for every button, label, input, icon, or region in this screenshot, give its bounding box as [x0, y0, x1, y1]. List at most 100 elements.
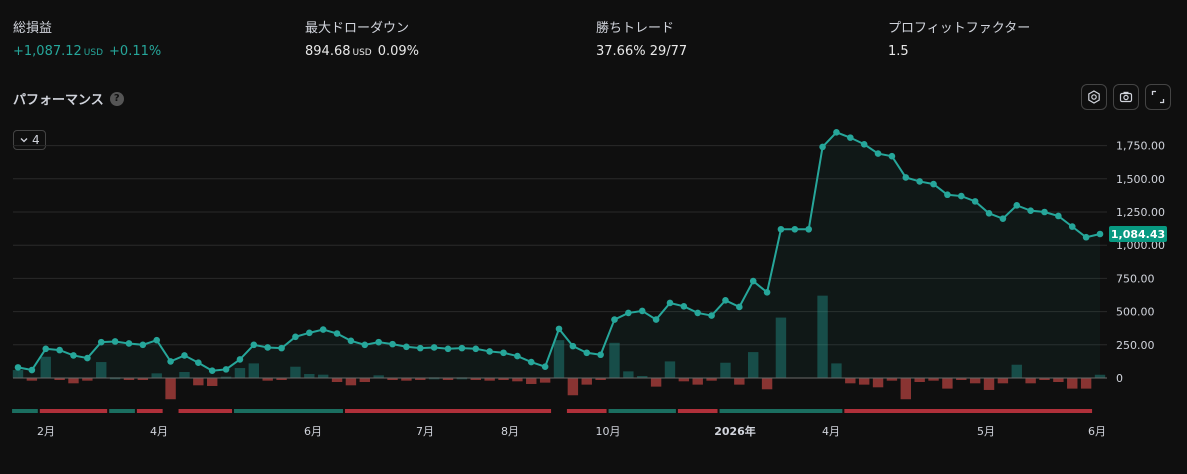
pnl-bar: [387, 378, 398, 380]
equity-point: [763, 289, 771, 296]
pnl-bar: [956, 378, 967, 380]
equity-point: [1055, 212, 1062, 220]
equity-point: [97, 338, 105, 346]
x-tick-label: 6月: [304, 425, 322, 438]
stat-value: 37.66%: [596, 44, 646, 59]
equity-point: [28, 366, 36, 374]
x-tick-label: 10月: [596, 425, 621, 438]
equity-point: [805, 225, 812, 233]
stat-value: 894.68: [305, 44, 351, 59]
pnl-bar: [706, 378, 717, 381]
stat-label: 最大ドローダウン: [305, 21, 410, 36]
equity-point: [888, 152, 896, 160]
pnl-bar: [1053, 378, 1064, 382]
equity-point: [500, 349, 507, 357]
pnl-bar: [900, 378, 911, 400]
equity-point: [167, 358, 174, 365]
stat-profit-factor: プロフィットファクター 1.5: [888, 20, 1030, 61]
pnl-bar: [831, 363, 842, 378]
equity-point: [527, 358, 535, 366]
equity-point: [916, 178, 923, 185]
fullscreen-button[interactable]: [1145, 84, 1171, 110]
equity-point: [874, 150, 882, 157]
equity-point: [722, 297, 729, 304]
x-tick-label: 7月: [416, 425, 434, 438]
equity-point: [416, 344, 424, 352]
equity-point: [860, 140, 868, 148]
pnl-bar: [637, 376, 648, 379]
streak-segment: [677, 409, 718, 413]
pnl-bar: [553, 340, 565, 378]
equity-point: [777, 225, 785, 233]
equity-point: [222, 366, 230, 373]
pnl-bar: [526, 378, 537, 384]
streak-segment: [719, 409, 843, 413]
pnl-bar: [331, 378, 343, 382]
stat-unit: USD: [83, 48, 104, 58]
equity-point: [957, 192, 965, 200]
pnl-bar: [290, 366, 301, 378]
screenshot-button[interactable]: [1113, 84, 1139, 110]
stat-label: 勝ちトレード: [596, 21, 675, 36]
equity-point: [430, 344, 438, 351]
performance-title: パフォーマンス: [13, 93, 104, 108]
equity-point: [611, 316, 618, 323]
equity-point: [985, 210, 993, 217]
equity-point: [292, 333, 299, 341]
equity-point: [361, 341, 369, 349]
pnl-bar: [359, 378, 370, 382]
y-tick-label: 750.00: [1116, 272, 1155, 285]
equity-point: [791, 225, 799, 233]
equity-point: [1013, 202, 1021, 209]
equity-point: [583, 349, 591, 357]
pnl-bar: [96, 362, 107, 378]
pnl-bar: [54, 378, 65, 380]
streak-segment: [12, 409, 38, 413]
fullscreen-icon: [1151, 90, 1165, 104]
equity-point: [638, 307, 646, 315]
pnl-bar: [262, 378, 273, 381]
equity-point: [347, 337, 355, 345]
equity-point: [625, 309, 632, 317]
x-tick-label: 5月: [977, 425, 995, 438]
streak-segment: [844, 409, 1093, 413]
stat-total-pnl: 総損益 +1,087.12 USD +0.11%: [13, 20, 161, 62]
x-tick-label: 2月: [37, 425, 55, 438]
pnl-bar: [1011, 364, 1022, 378]
equity-point: [597, 351, 604, 359]
equity-point: [250, 341, 258, 349]
pnl-bar: [650, 378, 662, 387]
collapse-toggle[interactable]: 4: [13, 130, 46, 150]
pnl-bar: [567, 378, 579, 396]
last-value-badge: [1109, 225, 1167, 242]
equity-point: [208, 367, 216, 374]
pnl-bar: [1080, 378, 1092, 389]
help-icon[interactable]: ?: [109, 91, 124, 106]
equity-point: [195, 359, 202, 367]
equity-point: [930, 180, 937, 188]
pnl-bar: [858, 378, 870, 385]
pnl-bar: [623, 371, 634, 378]
pnl-bar: [401, 378, 412, 381]
equity-point: [819, 143, 826, 151]
equity-point: [1027, 207, 1034, 214]
pnl-bar: [484, 378, 495, 381]
pnl-bar: [82, 378, 93, 381]
pnl-bar: [942, 378, 953, 389]
y-tick-label: 250.00: [1116, 339, 1155, 352]
pnl-bar: [969, 378, 981, 384]
pnl-bar: [817, 295, 828, 378]
settings-button[interactable]: [1081, 84, 1107, 110]
pnl-bar: [734, 378, 745, 385]
equity-point: [514, 352, 521, 360]
x-tick-label: 6月: [1088, 425, 1106, 438]
pnl-bar: [886, 378, 898, 381]
pnl-bar: [317, 374, 329, 378]
equity-point: [42, 345, 50, 353]
x-tick-label: 4月: [822, 425, 840, 438]
equity-point: [70, 352, 77, 359]
pnl-bar: [581, 378, 592, 385]
equity-point: [181, 352, 188, 359]
equity-point: [458, 344, 466, 352]
pnl-bar: [304, 374, 315, 378]
